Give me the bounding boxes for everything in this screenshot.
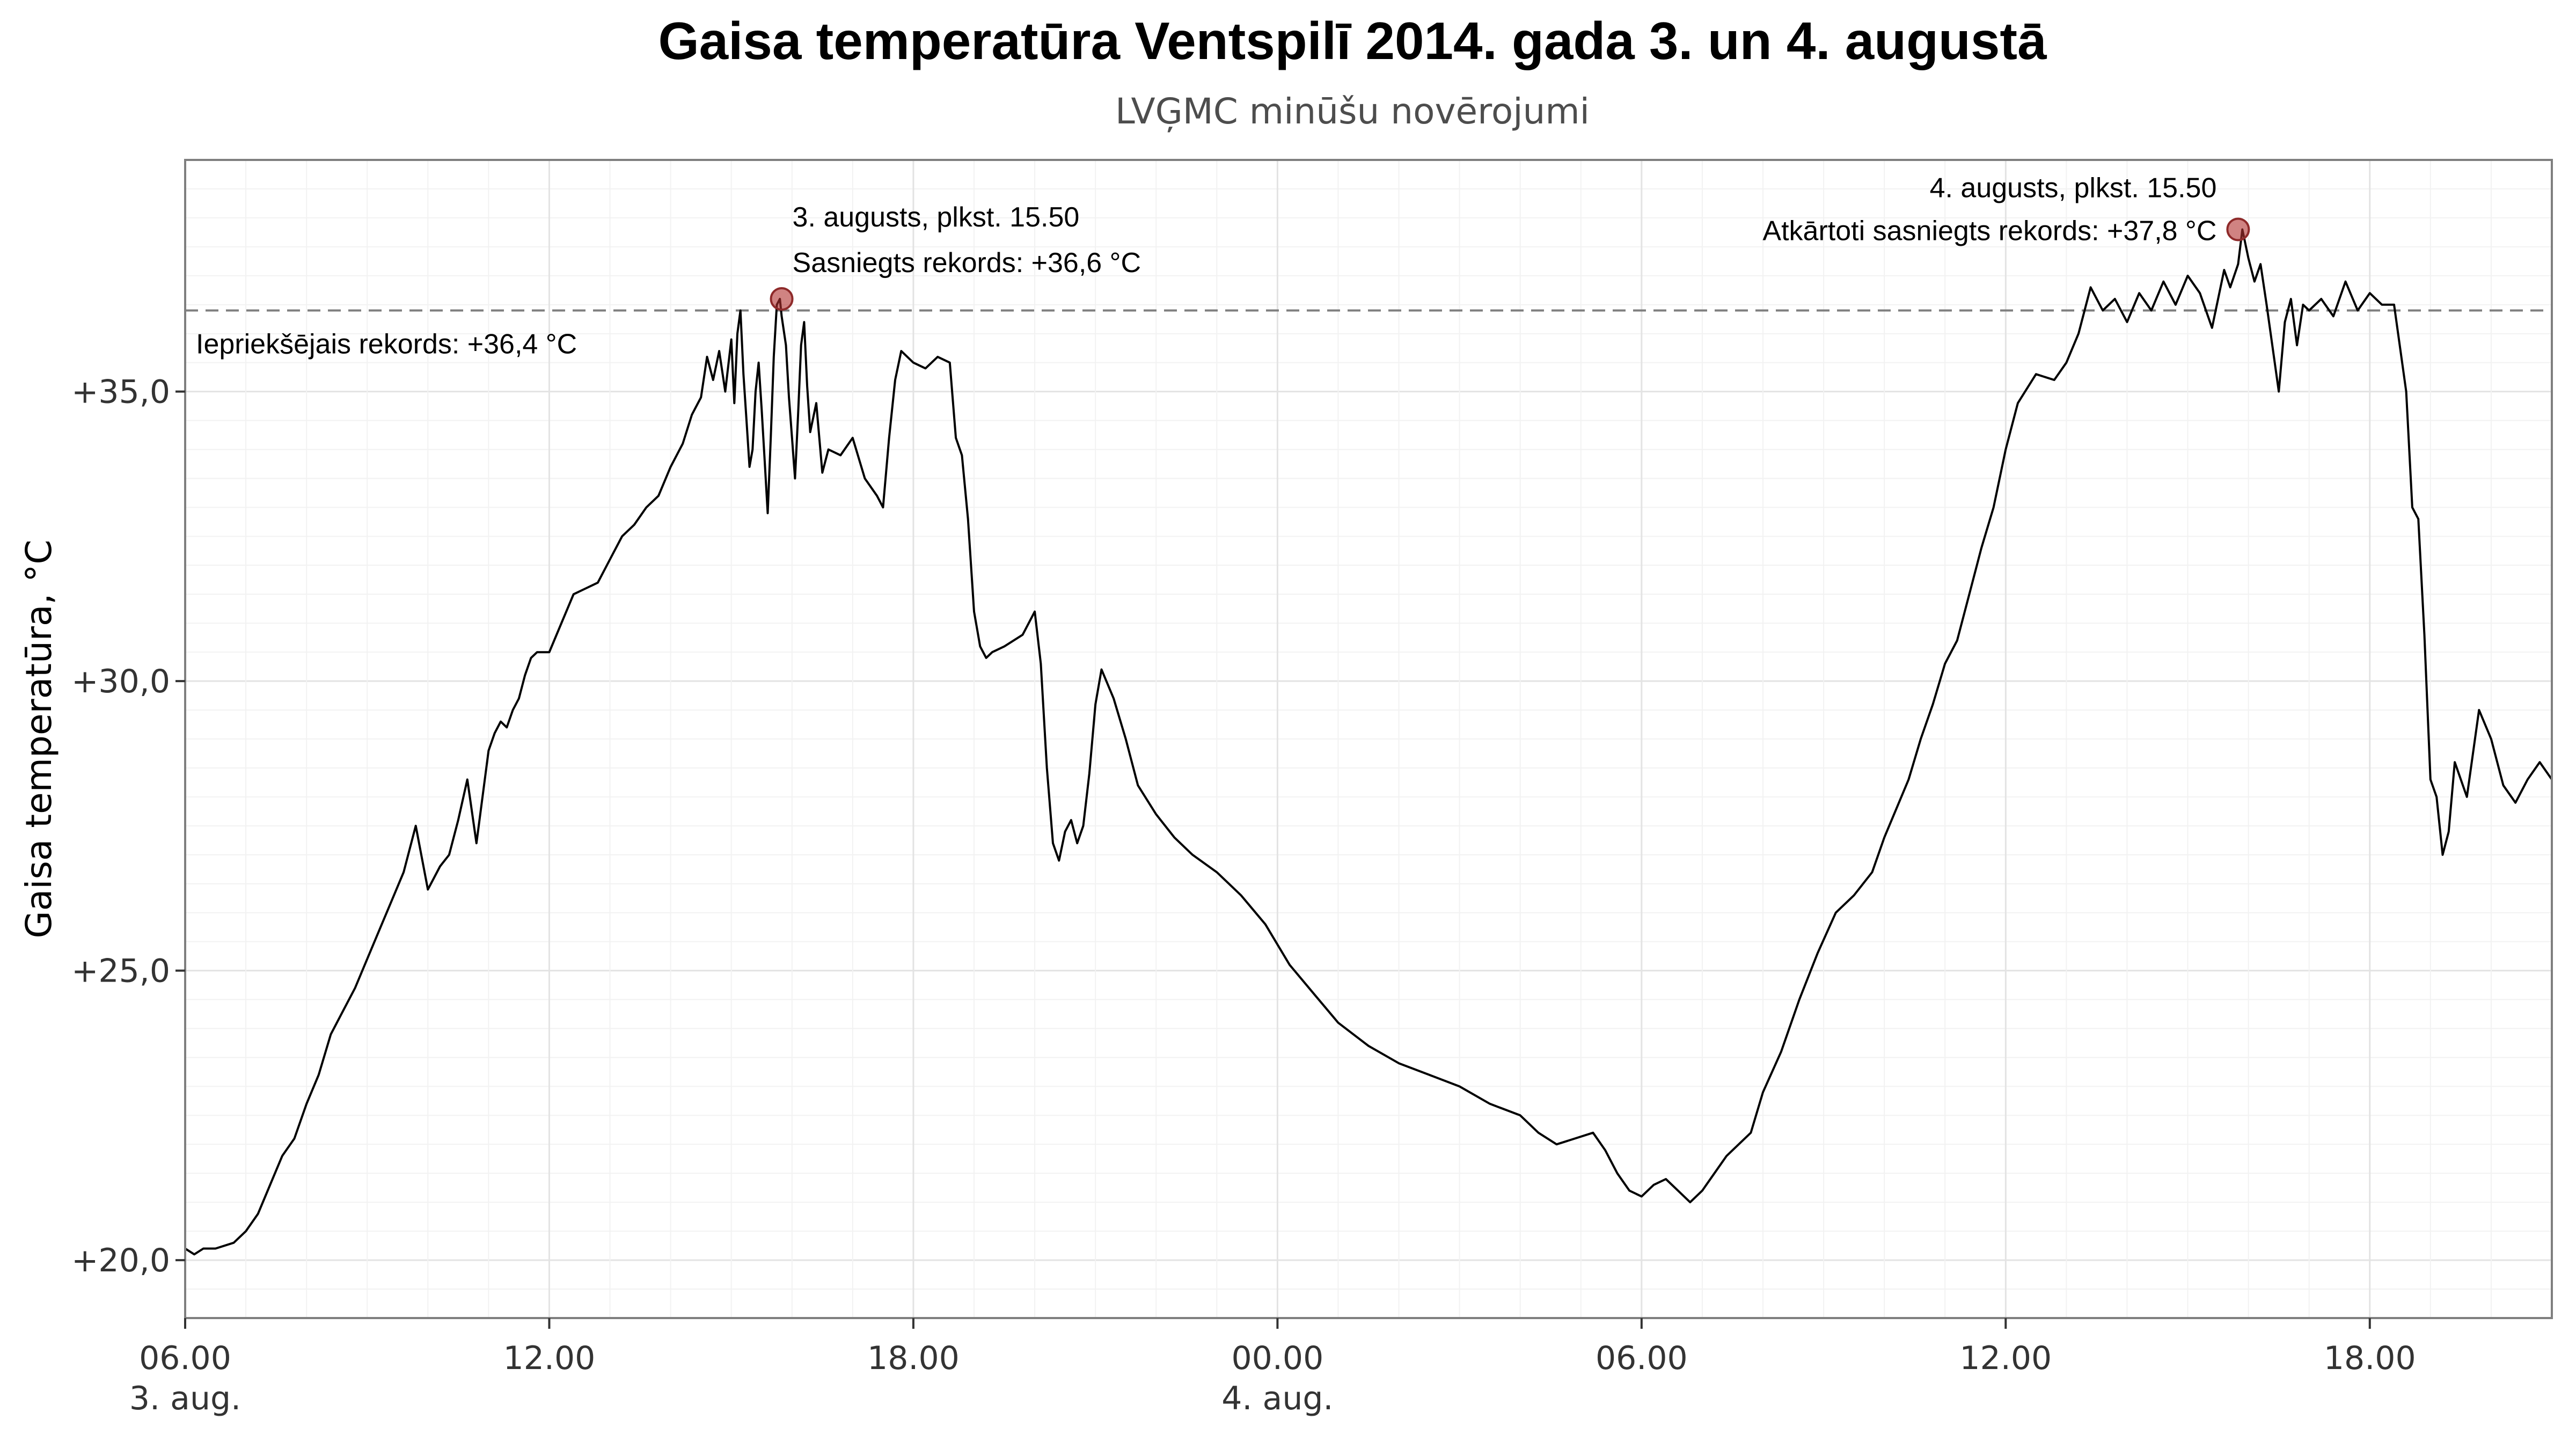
record-date-label: 4. augusts, plkst. 15.50 <box>1930 172 2217 203</box>
y-tick-label: +30,0 <box>71 663 170 700</box>
x-tick-label: 18.00 <box>2324 1340 2416 1377</box>
x-tick-label: 06.00 <box>139 1340 231 1377</box>
record-point-marker <box>770 287 794 311</box>
x-tick-label: 18.00 <box>867 1340 960 1377</box>
y-axis: +20,0 +25,0 +30,0 +35,0 <box>71 374 185 1279</box>
record-date-label: 3. augusts, plkst. 15.50 <box>793 202 1080 233</box>
record-point-marker <box>2226 217 2250 241</box>
x-tick-label: 12.00 <box>1959 1340 2052 1377</box>
y-tick-label: +25,0 <box>71 953 170 990</box>
x-tick-date-label: 4. aug. <box>1221 1380 1333 1417</box>
plot-frame <box>184 159 2553 1319</box>
series-line <box>184 228 2553 1256</box>
x-tick-label: 00.00 <box>1231 1340 1323 1377</box>
record-value-label: Atkārtoti sasniegts rekords: +37,8 °C <box>1762 215 2216 246</box>
record-markers: 3. augusts, plkst. 15.50 Sasniegts rekord… <box>770 172 2250 311</box>
grid-lines <box>184 159 2552 1319</box>
x-tick-date-label: 3. aug. <box>129 1380 241 1417</box>
previous-record-label: Iepriekšējais rekords: +36,4 °C <box>196 329 577 360</box>
record-value-label: Sasniegts rekords: +36,6 °C <box>793 247 1141 279</box>
x-tick-label: 12.00 <box>503 1340 596 1377</box>
x-tick-label: 06.00 <box>1596 1340 1688 1377</box>
chart-title: Gaisa temperatūra Ventspilī 2014. gada 3… <box>658 11 2047 70</box>
y-tick-label: +35,0 <box>71 374 170 411</box>
x-axis: 06.003. aug.12.00 18.00 00.004. aug.06.00 1… <box>129 1318 2416 1417</box>
y-axis-label: Gaisa temperatūra, °C <box>18 540 60 939</box>
chart-subtitle: LVĢMC minūšu novērojumi <box>1115 91 1590 132</box>
y-tick-label: +20,0 <box>71 1242 170 1279</box>
